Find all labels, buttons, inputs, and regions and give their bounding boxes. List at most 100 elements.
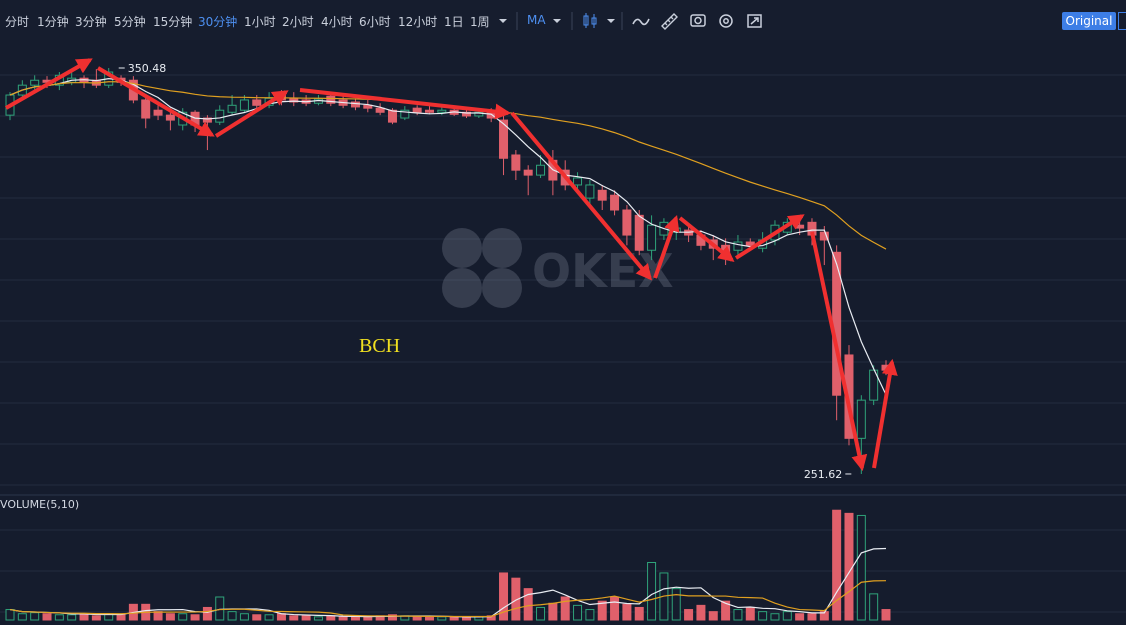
candle-body: [165, 114, 175, 121]
candle-body: [387, 109, 397, 123]
volume-title: VOLUME(5,10): [0, 498, 79, 511]
volume-bar: [289, 615, 299, 621]
fullscreen-icon[interactable]: [747, 14, 762, 28]
candle-body: [573, 177, 583, 186]
arrow: [5, 58, 93, 110]
camera-icon[interactable]: [690, 14, 706, 27]
candle-body: [462, 111, 472, 117]
arrow: [510, 111, 653, 281]
dropdown-arrow[interactable]: [499, 19, 507, 23]
volume-bar: [548, 602, 558, 621]
volume-bar: [856, 514, 866, 621]
candle-body: [622, 209, 632, 236]
volume-bar: [819, 611, 829, 621]
candle-type-icon[interactable]: [583, 13, 597, 28]
watermark-text: OKEX: [532, 244, 674, 298]
candle-body: [647, 224, 657, 251]
interval-button[interactable]: 2小时: [282, 15, 314, 29]
chart: OKEX 350.48 251.62 VOLUME(5,10) BCH: [0, 40, 1126, 625]
candle-body: [856, 399, 866, 439]
price-pane: 350.48 251.62: [5, 62, 891, 481]
line-icon[interactable]: [632, 18, 650, 26]
candle-body: [141, 99, 151, 119]
candle-body: [252, 99, 262, 106]
interval-button[interactable]: 5分钟: [114, 15, 146, 29]
volume-bar: [424, 616, 434, 621]
volume-bar: [437, 616, 447, 621]
volume-bar: [684, 609, 694, 621]
interval-button[interactable]: 3分钟: [75, 15, 107, 29]
volume-bar: [54, 614, 64, 621]
interval-button[interactable]: 1日: [444, 15, 464, 29]
volume-bar: [733, 609, 743, 621]
candle-body: [499, 119, 509, 159]
volume-bar: [239, 613, 249, 621]
candle-body: [745, 241, 755, 246]
candle-body: [610, 194, 620, 211]
volume-bar: [610, 596, 620, 621]
volume-bar: [350, 616, 360, 621]
volume-bar: [721, 600, 731, 621]
interval-button[interactable]: 分时: [5, 15, 30, 29]
volume-bar: [832, 509, 842, 621]
arrow: [299, 88, 512, 120]
volume-bar: [647, 562, 657, 621]
volume-bar: [165, 613, 175, 621]
volume-bar: [116, 614, 126, 621]
ruler-icon[interactable]: [661, 13, 678, 30]
arrow: [872, 358, 898, 469]
volume-bar: [313, 616, 323, 621]
mode-button[interactable]: Original: [1062, 12, 1116, 30]
candle-body: [424, 109, 434, 113]
interval-button[interactable]: 1小时: [244, 15, 276, 29]
volume-bar: [597, 600, 607, 621]
candle-body: [585, 184, 595, 199]
interval-button[interactable]: 30分钟: [198, 15, 238, 29]
candle-body: [511, 154, 521, 171]
toolbar-icons: [499, 12, 762, 30]
volume-pane: [5, 509, 891, 621]
volume-bar: [67, 614, 77, 621]
interval-button[interactable]: 12小时: [398, 15, 438, 29]
dropdown-arrow[interactable]: [607, 19, 615, 23]
interval-button[interactable]: 4小时: [321, 15, 353, 29]
volume-bar: [363, 616, 373, 621]
volume-bar: [708, 611, 718, 621]
interval-button[interactable]: 1周: [470, 15, 490, 29]
interval-button[interactable]: 15分钟: [153, 15, 193, 29]
candle-body: [474, 111, 484, 117]
high-label: 350.48: [128, 62, 167, 75]
watermark: OKEX: [442, 228, 674, 308]
volume-bar: [881, 609, 891, 621]
interval-button[interactable]: 1分钟: [37, 15, 69, 29]
candle-body: [227, 104, 237, 113]
volume-bar: [585, 609, 595, 621]
interval-button[interactable]: 6小时: [359, 15, 391, 29]
volume-bar: [634, 606, 644, 621]
volume-bar: [178, 613, 188, 621]
arrow: [96, 66, 215, 137]
candle-body: [153, 109, 163, 116]
settings-icon[interactable]: [719, 14, 733, 28]
volume-bar: [202, 606, 212, 621]
volume-bar: [190, 614, 200, 621]
candle-body: [733, 241, 743, 251]
volume-bar: [276, 613, 286, 621]
arrow: [810, 231, 868, 472]
candle-body: [819, 231, 829, 241]
arrow: [734, 214, 805, 260]
low-label: 251.62: [804, 468, 843, 481]
candle-body: [30, 79, 40, 86]
candle-body: [437, 109, 447, 113]
dropdown-arrow[interactable]: [553, 19, 561, 23]
annotation: BCH: [359, 335, 400, 357]
indicator-button[interactable]: MA: [527, 13, 546, 27]
candle-body: [363, 104, 373, 109]
candle-body: [375, 107, 385, 113]
candle-body: [400, 109, 410, 119]
volume-bar: [782, 611, 792, 621]
mode-button-alt[interactable]: [1118, 12, 1126, 30]
volume-bar: [622, 603, 632, 621]
volume-bar: [326, 615, 336, 621]
